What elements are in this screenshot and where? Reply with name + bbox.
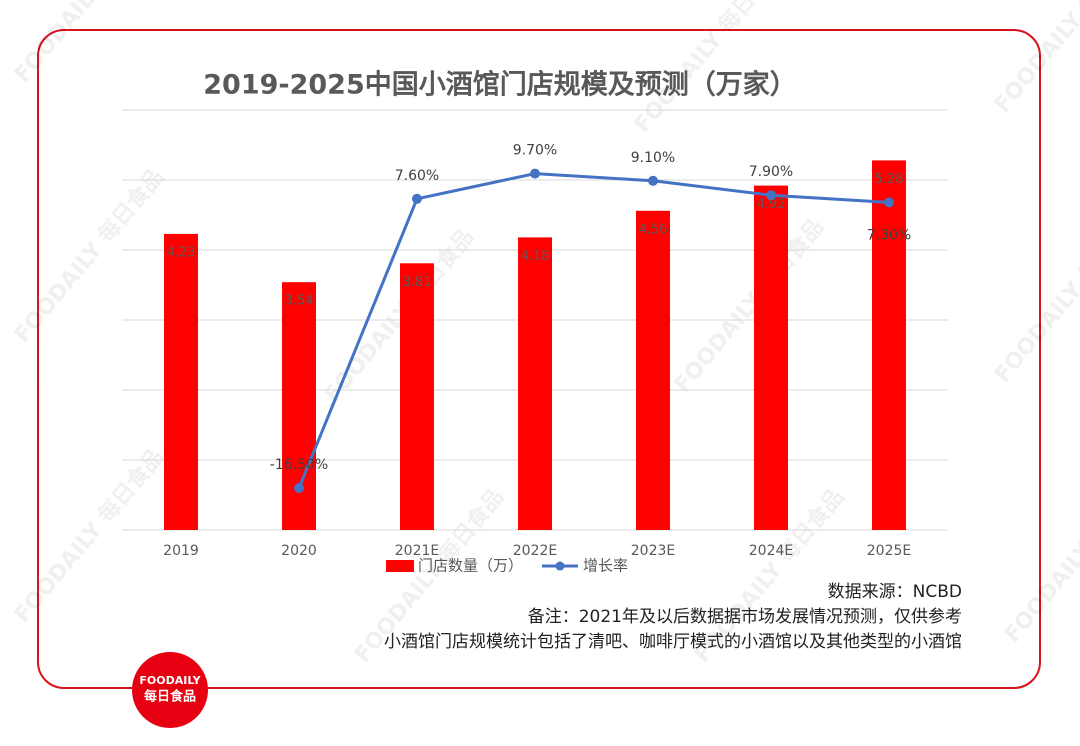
chart-title: 2019-2025中国小酒馆门店规模及预测（万家） [203, 69, 797, 101]
bar [400, 263, 434, 530]
point [766, 190, 776, 201]
watermark: FOODAILY 每日食品 [669, 214, 829, 398]
data-label: 7.60% [395, 168, 439, 184]
watermark: FOODAILY 每日食品 [9, 444, 169, 628]
line [297, 172, 890, 489]
data-label: 9.10% [631, 150, 675, 166]
legend-swatch [555, 561, 565, 571]
bar [636, 210, 670, 531]
x-tick-label: 2019 [163, 543, 199, 559]
point [294, 483, 304, 493]
x-tick-label: 2024E [749, 543, 793, 559]
data-label: 4.56 [639, 222, 668, 237]
note: 小酒馆门店规模统计包括了清吧、咖啡厅模式的小酒馆以及其他类型的小酒馆 [384, 632, 962, 652]
data-label: 4.23 [167, 245, 196, 260]
data-label: 4.18 [521, 249, 550, 264]
data-label: 7.30% [867, 227, 911, 243]
data-label: 7.90% [749, 164, 793, 180]
data-label: 5.28 [875, 172, 904, 187]
bar [164, 233, 198, 530]
x-tick-label: 2025E [867, 543, 911, 559]
x-tick-label: 2022E [513, 543, 557, 559]
point [648, 175, 658, 186]
legend-label: 增长率 [583, 557, 628, 575]
data-label: 3.54 [285, 294, 314, 309]
bar [518, 237, 552, 530]
point [884, 197, 894, 208]
note: 数据来源：NCBD [828, 582, 962, 602]
legend-swatch [386, 560, 414, 572]
logo [132, 652, 208, 728]
x-tick-label: 2021E [395, 543, 439, 559]
frame [37, 29, 1041, 689]
watermark: FOODAILY 每日食品 [989, 204, 1080, 388]
bar [872, 160, 906, 530]
logo-text: FOODAILY [139, 674, 201, 687]
data-label: -16.50% [270, 457, 328, 473]
x-tick-label: 2020 [281, 543, 317, 559]
note: 备注：2021年及以后数据据市场发展情况预测，仅供参考 [528, 607, 962, 627]
data-label: 9.70% [513, 143, 557, 159]
point [412, 193, 422, 204]
bar [754, 185, 788, 530]
watermark: FOODAILY 每日食品 [9, 0, 169, 88]
data-label: 3.81 [403, 275, 432, 290]
data-label: 4.92 [757, 197, 786, 212]
logo-text: 每日食品 [144, 689, 196, 705]
x-tick-label: 2023E [631, 543, 675, 559]
legend-label: 门店数量（万） [418, 557, 523, 575]
watermark: FOODAILY 每日食品 [989, 0, 1080, 118]
point [530, 168, 540, 179]
